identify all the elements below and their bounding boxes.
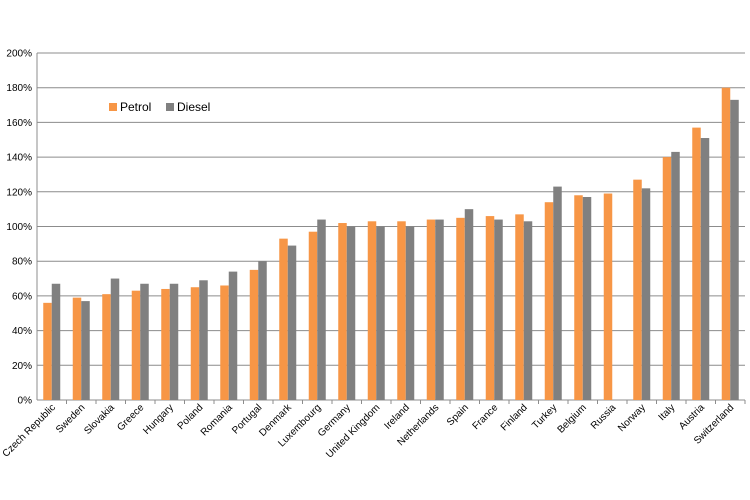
y-tick-label: 60%: [12, 291, 32, 302]
legend-label-petrol: Petrol: [120, 100, 151, 114]
bar-petrol: [72, 297, 82, 400]
x-tick-label: Russia: [589, 402, 619, 432]
bar-petrol: [367, 221, 377, 400]
legend-swatch-diesel: [166, 103, 174, 111]
bar-diesel: [730, 99, 739, 400]
bar-diesel: [553, 186, 562, 400]
bar-diesel: [110, 278, 120, 400]
x-tick-label: Belgium: [556, 402, 589, 435]
y-tick-label: 200%: [6, 49, 32, 60]
x-tick-label: Sweden: [54, 402, 87, 435]
bar-diesel: [464, 209, 474, 400]
bar-petrol: [279, 238, 288, 400]
axis-layer: 0% 20% 40% 60% 80% 100% 120% 140% 160% 180% 200%: [6, 49, 746, 407]
y-tick-label: 160%: [6, 118, 32, 129]
y-tick-label: 20%: [12, 361, 32, 372]
bar-diesel: [494, 219, 503, 400]
bar-petrol: [574, 195, 583, 400]
bar-petrol: [544, 202, 554, 400]
y-tick-label: 40%: [12, 326, 32, 337]
x-tick-label: Czech Republic: [1, 402, 58, 459]
bar-petrol: [692, 127, 701, 400]
bar-petrol: [220, 285, 229, 400]
bar-petrol: [249, 269, 259, 400]
x-tick-label: Norway: [616, 402, 648, 434]
bar-diesel: [140, 283, 149, 400]
bar-diesel: [523, 221, 533, 400]
bar-petrol: [43, 302, 52, 400]
x-tick-label: Finland: [499, 402, 530, 433]
bar-petrol: [102, 294, 111, 400]
bar-diesel: [435, 219, 444, 400]
bar-petrol: [515, 214, 524, 400]
x-tick-label: France: [471, 402, 501, 432]
bar-petrol: [603, 193, 613, 400]
bar-diesel: [199, 280, 208, 400]
bar-petrol: [308, 231, 318, 400]
bar-diesel: [641, 188, 651, 400]
bar-petrol: [131, 290, 141, 400]
bar-diesel: [81, 301, 90, 400]
bar-diesel: [287, 245, 297, 400]
x-labels-layer: Czech RepublicSwedenSlovakiaGreeceHungar…: [1, 402, 737, 461]
bar-petrol: [161, 288, 170, 400]
y-tick-label: 100%: [6, 222, 32, 233]
x-tick-label: Spain: [445, 402, 471, 428]
bars-layer: [43, 87, 739, 400]
bar-diesel: [376, 226, 385, 400]
bar-petrol: [485, 216, 495, 400]
bar-petrol: [397, 221, 406, 400]
bar-diesel: [582, 197, 592, 400]
y-tick-label: 120%: [6, 187, 32, 198]
legend-label-diesel: Diesel: [177, 100, 210, 114]
bar-petrol: [190, 287, 200, 400]
bar-petrol: [338, 223, 347, 400]
bar-diesel: [169, 283, 179, 400]
legend-swatch-petrol: [109, 103, 117, 111]
bar-petrol: [721, 87, 731, 400]
grid-layer: [37, 52, 745, 366]
bar-diesel: [317, 219, 326, 400]
x-tick-label: Romania: [199, 402, 235, 438]
y-tick-label: 80%: [12, 257, 32, 268]
bar-petrol: [426, 219, 436, 400]
x-tick-label: United Kingdom: [324, 402, 382, 460]
bar-diesel: [258, 261, 267, 400]
x-tick-label: Italy: [657, 402, 678, 423]
bar-petrol: [456, 217, 465, 400]
bar-diesel: [671, 151, 680, 400]
y-tick-label: 140%: [6, 153, 32, 164]
y-tick-label: 0%: [18, 396, 33, 407]
x-tick-label: Slovakia: [82, 402, 117, 437]
bar-diesel: [228, 271, 238, 400]
bar-diesel: [346, 226, 356, 400]
bar-petrol: [633, 179, 642, 400]
bar-petrol: [662, 157, 672, 400]
bar-diesel: [51, 283, 61, 400]
x-tick-label: Hungary: [141, 402, 176, 437]
bar-diesel: [700, 138, 710, 400]
legend: Petrol Diesel: [109, 100, 210, 114]
bar-diesel: [405, 226, 415, 400]
y-tick-label: 180%: [6, 83, 32, 94]
